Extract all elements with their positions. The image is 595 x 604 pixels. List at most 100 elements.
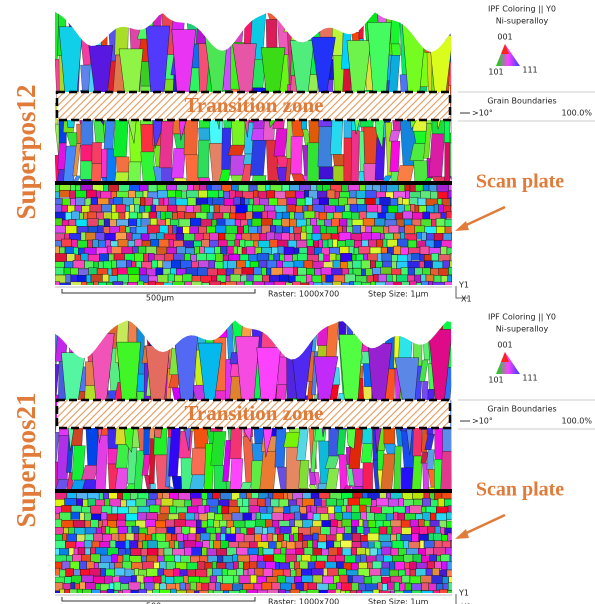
grain xyxy=(229,500,237,508)
grain xyxy=(138,541,143,548)
grain xyxy=(339,198,348,206)
grain xyxy=(196,534,200,542)
grain xyxy=(306,275,312,283)
grain xyxy=(323,240,328,248)
grain xyxy=(249,498,257,507)
scale-bar xyxy=(62,597,255,601)
panel-label: Superpos12 xyxy=(11,84,41,219)
grain xyxy=(261,316,277,349)
grain xyxy=(451,206,460,215)
grain xyxy=(387,526,392,534)
grain xyxy=(171,589,177,598)
grain xyxy=(165,577,174,585)
grain xyxy=(361,260,370,269)
grain xyxy=(302,541,307,549)
grain xyxy=(196,8,209,44)
grain xyxy=(196,583,201,591)
grain xyxy=(419,519,425,526)
grain xyxy=(199,590,208,598)
grain xyxy=(294,267,298,275)
gb-threshold: >10° xyxy=(472,417,493,426)
grain xyxy=(284,316,300,345)
grain xyxy=(207,269,217,277)
grain xyxy=(304,211,315,218)
grain xyxy=(452,232,456,240)
grain xyxy=(439,268,449,276)
gb-percent: 100.0% xyxy=(561,109,592,118)
grain xyxy=(202,283,209,290)
ipf-triangle xyxy=(496,352,520,374)
grain xyxy=(353,225,361,233)
grain xyxy=(125,212,129,220)
axis-x: X1 xyxy=(461,295,472,304)
grain xyxy=(382,584,387,591)
grain xyxy=(210,576,217,583)
grain xyxy=(450,133,461,143)
grain xyxy=(410,505,422,513)
grain xyxy=(195,233,203,240)
grain xyxy=(93,239,99,247)
grain xyxy=(132,562,143,569)
grain xyxy=(271,268,283,276)
grain xyxy=(134,569,139,576)
grain xyxy=(131,548,141,555)
grain xyxy=(221,246,227,254)
grain xyxy=(60,589,65,597)
grain xyxy=(447,590,452,598)
grain xyxy=(244,225,249,233)
grain xyxy=(399,498,404,506)
grain xyxy=(333,281,342,289)
grain xyxy=(222,506,229,515)
grain xyxy=(370,569,381,576)
grain xyxy=(83,499,88,507)
grain xyxy=(351,131,359,182)
grain xyxy=(193,316,207,332)
grain xyxy=(397,275,408,283)
grain xyxy=(112,534,119,542)
grain xyxy=(291,570,296,577)
grain xyxy=(387,275,393,282)
grain xyxy=(344,499,348,506)
grain xyxy=(82,282,87,290)
grain xyxy=(277,534,283,541)
grain xyxy=(107,246,111,253)
grain xyxy=(170,506,177,513)
grain xyxy=(71,282,82,290)
grain xyxy=(266,8,280,19)
grain xyxy=(139,268,146,276)
grain xyxy=(286,191,296,198)
grain xyxy=(333,154,345,166)
grain xyxy=(168,205,177,212)
grain xyxy=(276,226,282,234)
grain xyxy=(429,583,437,591)
grain xyxy=(286,554,297,562)
grain xyxy=(431,253,438,260)
grain xyxy=(367,205,377,213)
grain xyxy=(412,253,420,260)
grain xyxy=(322,576,333,584)
grain xyxy=(429,134,445,177)
grain xyxy=(434,541,442,549)
grain xyxy=(394,446,402,491)
grain xyxy=(236,533,244,542)
grain xyxy=(223,591,229,598)
grain xyxy=(412,590,421,597)
grain xyxy=(249,226,258,234)
grain xyxy=(427,561,435,568)
scale-bar xyxy=(62,289,255,293)
grain xyxy=(361,512,367,519)
grain xyxy=(197,253,207,260)
grain xyxy=(273,534,277,542)
grain xyxy=(351,548,357,555)
grain xyxy=(267,533,273,542)
gb-threshold: >10° xyxy=(472,109,493,118)
grain xyxy=(419,205,426,212)
grain xyxy=(91,506,102,514)
grain xyxy=(372,561,382,569)
grain xyxy=(233,246,237,254)
grain xyxy=(87,219,98,227)
grain xyxy=(112,260,117,268)
grain xyxy=(296,569,301,578)
arrow-head xyxy=(455,529,469,539)
grain xyxy=(236,548,248,555)
